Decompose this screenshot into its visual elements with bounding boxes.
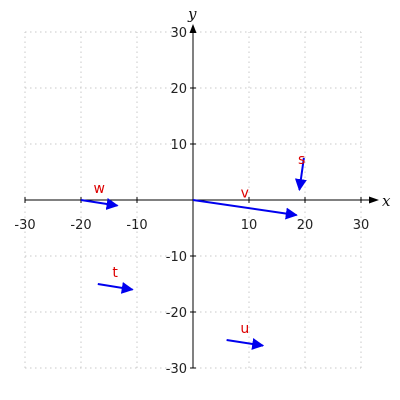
y-axis-label: y bbox=[187, 5, 197, 23]
y-tick-label: 10 bbox=[170, 138, 187, 153]
y-tick-label: -10 bbox=[166, 250, 187, 265]
y-tick-label: 30 bbox=[170, 26, 187, 41]
y-tick-label: -30 bbox=[166, 362, 187, 377]
vector-u bbox=[226, 338, 265, 350]
vector-s bbox=[294, 157, 307, 192]
x-tick-label: 10 bbox=[241, 218, 258, 233]
grid bbox=[24, 31, 362, 369]
x-tick-label: -10 bbox=[126, 218, 147, 233]
x-tick-label: 20 bbox=[297, 218, 314, 233]
x-axis-label: x bbox=[382, 192, 391, 210]
axes bbox=[25, 24, 379, 368]
vector-label-v: v bbox=[241, 186, 249, 202]
x-tick-label: -20 bbox=[70, 218, 91, 233]
x-axis-arrowhead bbox=[369, 196, 379, 204]
vectors: w v s t u bbox=[80, 152, 307, 350]
x-tick-label: -30 bbox=[14, 218, 35, 233]
vector-label-t: t bbox=[112, 265, 118, 281]
vector-label-w: w bbox=[93, 181, 104, 197]
y-tick-label: -20 bbox=[166, 306, 187, 321]
y-axis-arrowhead bbox=[189, 24, 197, 33]
vector-label-u: u bbox=[240, 321, 249, 337]
vector-label-s: s bbox=[298, 152, 305, 168]
vector-v bbox=[192, 199, 298, 220]
x-tick-label: 30 bbox=[353, 218, 370, 233]
y-tick-label: 20 bbox=[170, 82, 187, 97]
tick-labels: -30 -20 -10 10 20 30 -30 -20 -10 10 20 30 bbox=[14, 26, 369, 377]
vector-w bbox=[80, 198, 119, 210]
vector-t bbox=[97, 281, 134, 294]
